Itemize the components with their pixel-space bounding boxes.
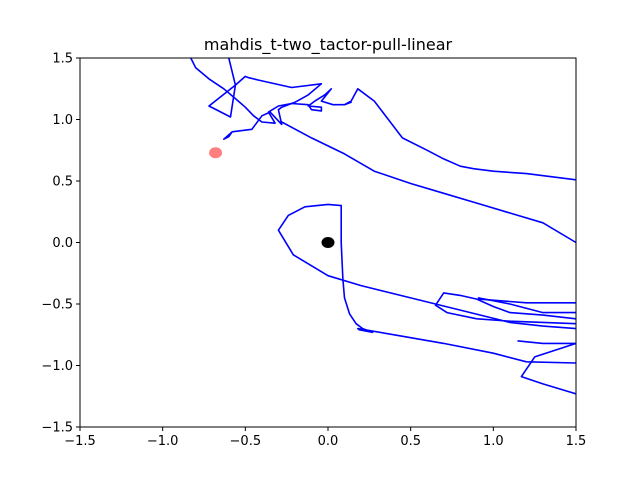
series-layer — [190, 58, 576, 395]
series-line-1 — [190, 58, 576, 181]
axes-layer: −1.5 −1.0 −0.5 0.0 0.5 1.0 1.5 −1.5 −1.0 −0.5 0.0 0… — [41, 52, 586, 450]
y-tick-label: 0.0 — [52, 236, 73, 251]
x-tick-label: −0.5 — [230, 434, 262, 449]
marker-layer — [209, 147, 335, 248]
series-line-9 — [477, 298, 576, 304]
y-tick-label: −1.5 — [41, 421, 73, 436]
x-tick-label: 1.5 — [566, 434, 587, 449]
series-line-8 — [517, 340, 576, 395]
x-tick-label: 0.0 — [318, 434, 339, 449]
series-line-4 — [277, 203, 576, 330]
marker-point-1 — [321, 237, 335, 248]
y-tick-label: 1.0 — [52, 113, 73, 128]
series-line-3 — [280, 121, 576, 244]
y-tick-label: −0.5 — [41, 298, 73, 313]
x-tick-label: 0.5 — [400, 434, 421, 449]
x-tick-label: 1.0 — [483, 434, 504, 449]
y-tick-label: −1.0 — [41, 359, 73, 374]
series-line-6 — [434, 292, 576, 325]
series-line-2 — [208, 58, 323, 140]
chart-title: mahdis_t-two_tactor-pull-linear — [204, 35, 453, 55]
x-tick-label: −1.0 — [147, 434, 179, 449]
series-line-5 — [340, 204, 576, 364]
marker-point-2 — [209, 147, 223, 159]
y-tick-label: 0.5 — [52, 175, 73, 190]
x-tick-label: −1.5 — [64, 434, 96, 449]
y-tick-label: 1.5 — [52, 52, 73, 67]
